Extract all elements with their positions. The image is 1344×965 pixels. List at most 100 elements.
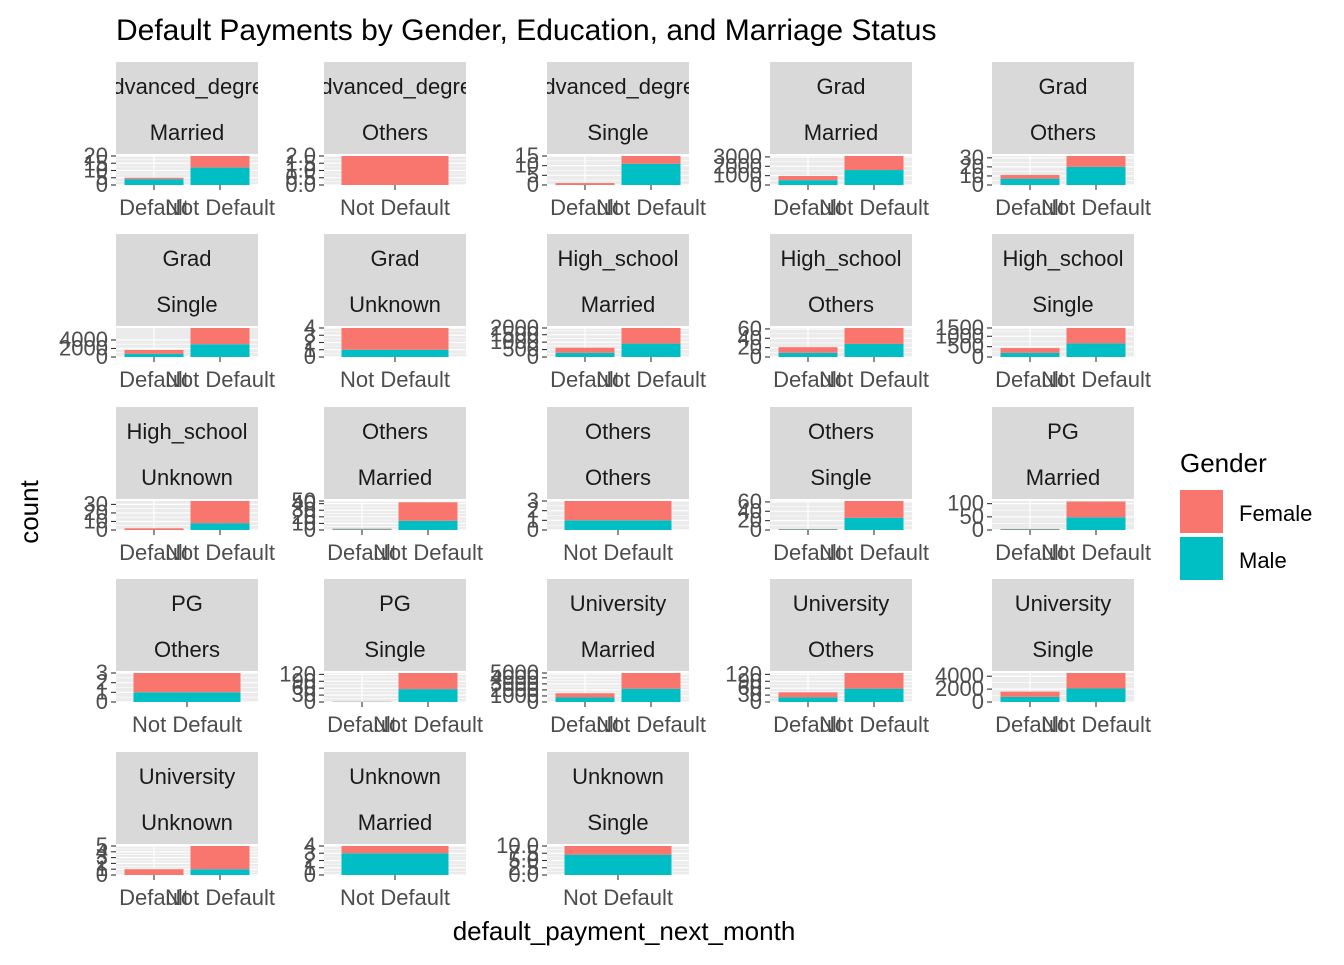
bar-female — [125, 528, 184, 530]
x-tick-label: Not Default — [340, 885, 450, 910]
facet-strip-education: Grad — [817, 74, 866, 99]
bar-male — [845, 170, 904, 185]
y-tick-label: 5000 — [490, 660, 539, 685]
bar-female — [556, 183, 615, 185]
bar-male — [845, 518, 904, 530]
bar-female — [556, 693, 615, 697]
facet-strip-education: Others — [362, 419, 428, 444]
facet-strip-marriage: Married — [358, 465, 433, 490]
bar-male — [342, 350, 449, 357]
bar-female — [1067, 156, 1126, 167]
legend-title: Gender — [1180, 448, 1267, 478]
legend: Gender Female Male — [1180, 448, 1312, 580]
bar-male — [342, 853, 449, 875]
y-tick-label: 60 — [738, 489, 762, 514]
bar-female — [342, 156, 449, 185]
facet-strip-marriage: Single — [1032, 292, 1093, 317]
x-tick-label: Not Default — [165, 367, 275, 392]
bar-male — [134, 692, 241, 702]
facet-strip-marriage: Married — [358, 810, 433, 835]
bar-male — [556, 697, 615, 702]
bar-male — [845, 344, 904, 357]
facet-strip-marriage: Unknown — [141, 810, 233, 835]
x-tick-label: Not Default — [1041, 195, 1151, 220]
y-tick-label: 2.0 — [285, 143, 316, 168]
facet-strip-education: High_school — [1002, 246, 1123, 271]
x-tick-label: Not Default — [819, 540, 929, 565]
y-tick-label: 120 — [725, 661, 762, 686]
bar-male — [1067, 517, 1126, 530]
x-tick-label: Not Default — [596, 195, 706, 220]
y-tick-label: 50 — [292, 488, 316, 513]
facet-strip-education: University — [139, 764, 236, 789]
facet-panel: Advanced_degreeOthers0.00.51.01.52.0Not … — [285, 62, 484, 220]
facet-strip-marriage: Others — [808, 637, 874, 662]
y-axis-title: count — [14, 479, 44, 543]
bar-female — [845, 328, 904, 344]
bar-female — [333, 529, 392, 530]
bar-female — [622, 328, 681, 344]
bar-male — [1001, 179, 1060, 185]
bar-male — [191, 168, 250, 185]
bar-female — [779, 347, 838, 353]
y-tick-label: 3 — [96, 660, 108, 685]
bar-male — [845, 689, 904, 702]
x-tick-label: Not Default — [165, 195, 275, 220]
y-tick-label: 120 — [279, 661, 316, 686]
facet-strip-marriage: Others — [1030, 120, 1096, 145]
bar-female — [845, 501, 904, 518]
facet-strip-education: PG — [1047, 419, 1079, 444]
bar-female — [399, 502, 458, 520]
bar-female — [556, 348, 615, 353]
bar-female — [191, 501, 250, 523]
x-tick-label: Not Default — [596, 712, 706, 737]
facet-strip-education: Unknown — [349, 764, 441, 789]
y-tick-label: 4000 — [935, 663, 984, 688]
facet-strip-marriage: Unknown — [141, 465, 233, 490]
x-tick-label: Not Default — [1041, 712, 1151, 737]
x-tick-label: Not Default — [563, 540, 673, 565]
x-tick-label: Not Default — [373, 712, 483, 737]
y-tick-label: 3 — [527, 488, 539, 513]
facet-strip-marriage: Single — [156, 292, 217, 317]
bar-female — [845, 156, 904, 170]
facet-panel: Advanced_degreeMarried05101520DefaultNot… — [84, 62, 277, 220]
facet-strip-marriage: Married — [150, 120, 225, 145]
bar-female — [1001, 692, 1060, 697]
bar-female — [845, 673, 904, 689]
x-tick-label: Not Default — [165, 540, 275, 565]
bar-male — [1001, 353, 1060, 357]
chart-title: Default Payments by Gender, Education, a… — [116, 14, 936, 47]
facet-panel: UniversityMarried010002000300040005000De… — [490, 579, 706, 737]
facet-strip-marriage: Single — [1032, 637, 1093, 662]
facet-strip-education: University — [793, 591, 890, 616]
x-tick-label: Not Default — [819, 195, 929, 220]
facet-strip-education: Grad — [371, 246, 420, 271]
facet-strip-marriage: Others — [585, 465, 651, 490]
bar-female — [134, 673, 241, 692]
legend-label-male: Male — [1239, 548, 1287, 573]
facet-strip-marriage: Unknown — [349, 292, 441, 317]
bar-female — [191, 846, 250, 869]
legend-key-female — [1180, 490, 1223, 533]
facet-strip-education: Grad — [163, 246, 212, 271]
bar-female — [565, 846, 672, 855]
facet-strip-marriage: Single — [587, 120, 648, 145]
bar-female — [1067, 673, 1126, 688]
bar-male — [1067, 343, 1126, 357]
bar-female — [399, 673, 458, 689]
bar-male — [125, 354, 184, 357]
bar-female — [622, 673, 681, 689]
bar-male — [556, 353, 615, 357]
